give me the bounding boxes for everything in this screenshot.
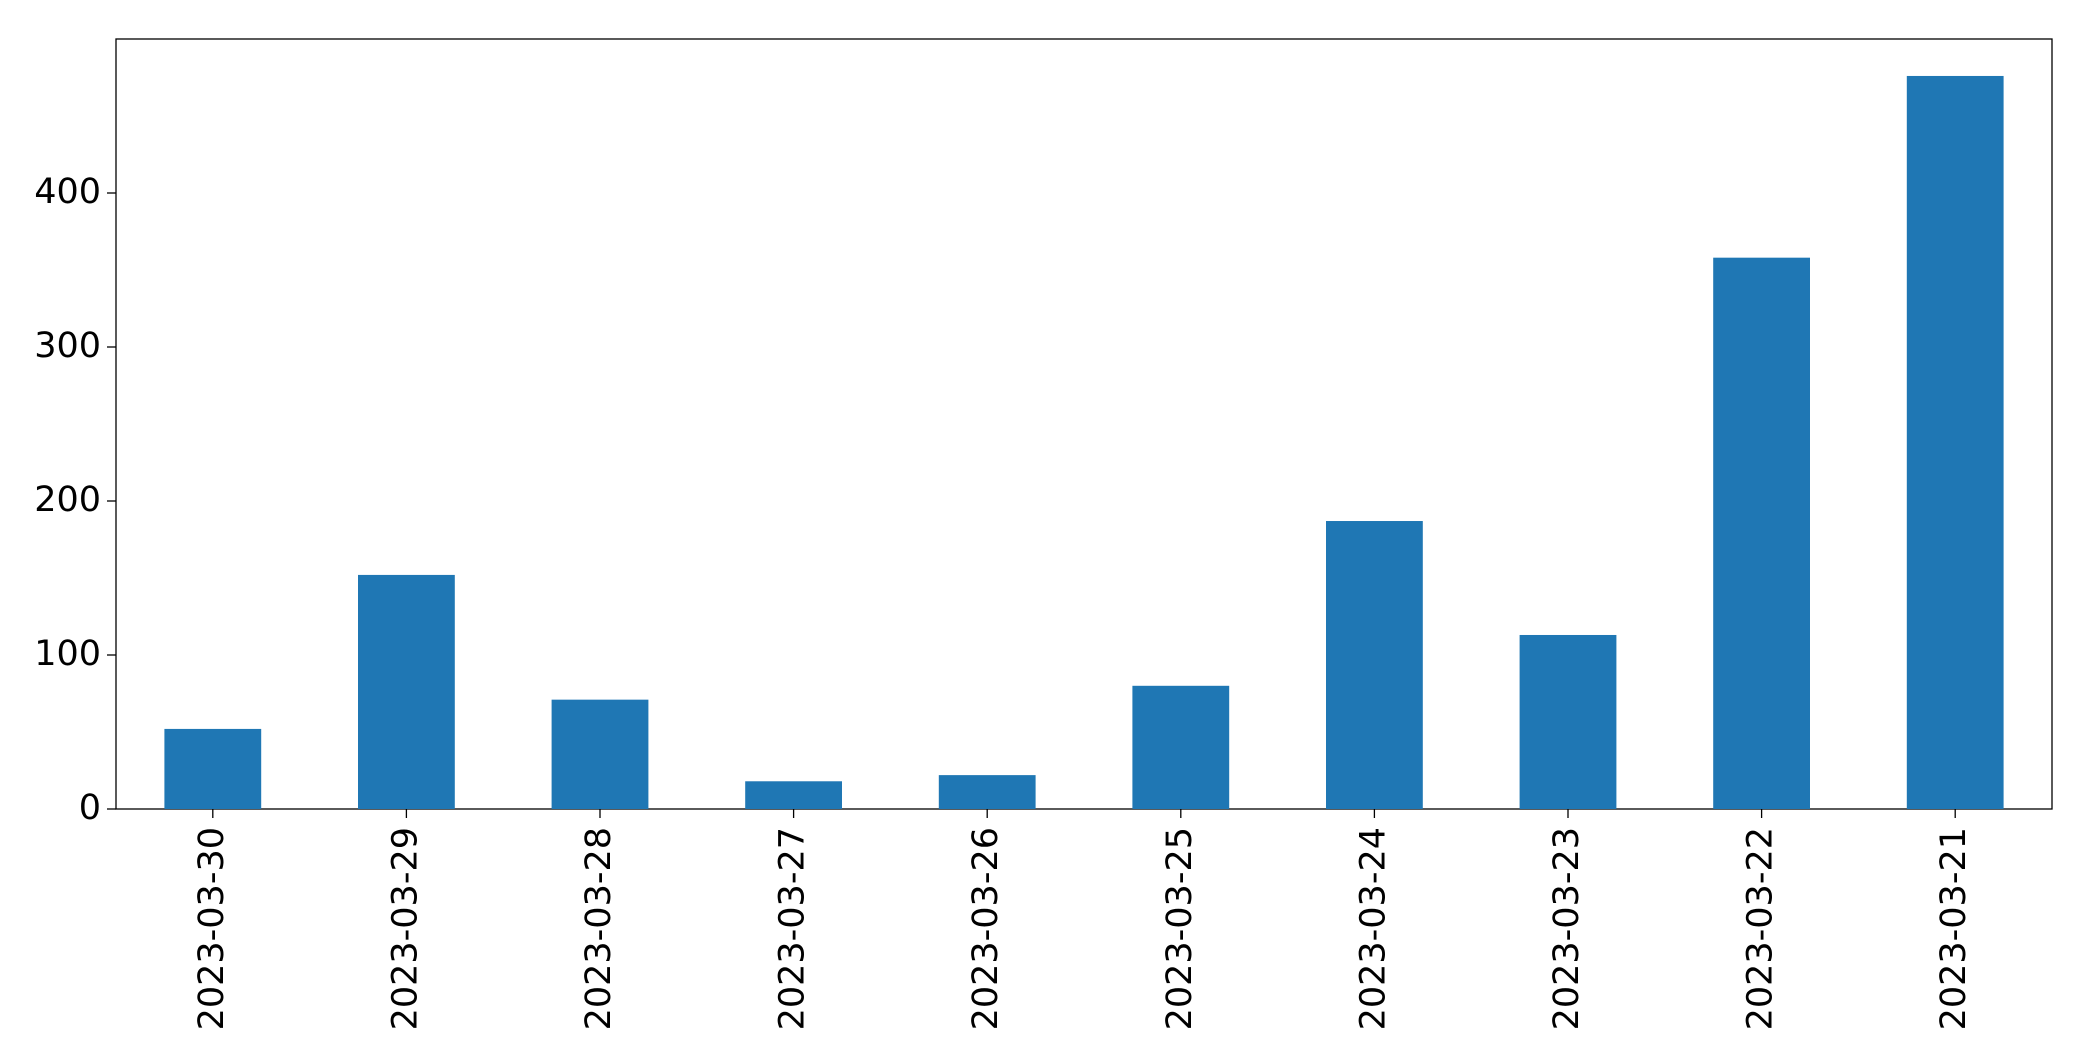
x-tick-label: 2023-03-29	[385, 827, 425, 1030]
y-tick-label: 0	[79, 788, 101, 828]
y-tick-label: 100	[34, 634, 101, 674]
x-tick-label: 2023-03-26	[966, 827, 1006, 1030]
x-tick-label: 2023-03-27	[773, 827, 813, 1030]
y-tick-label: 400	[34, 172, 101, 212]
x-tick-label: 2023-03-30	[192, 827, 232, 1030]
bar	[1713, 257, 1810, 809]
x-tick-label: 2023-03-23	[1547, 827, 1587, 1030]
plot-frame	[115, 38, 2053, 810]
bar	[938, 775, 1036, 809]
bar	[1326, 521, 1423, 809]
x-tick-label: 2023-03-21	[1934, 827, 1974, 1030]
bar	[1906, 75, 2004, 809]
bar	[551, 699, 649, 809]
bar	[745, 781, 842, 809]
bar	[1132, 685, 1230, 809]
y-tick-label: 300	[34, 326, 101, 366]
x-tick-label: 2023-03-25	[1160, 827, 1200, 1030]
x-tick-label: 2023-03-24	[1353, 827, 1393, 1030]
x-tick-label: 2023-03-22	[1741, 827, 1781, 1030]
bar	[1519, 634, 1617, 809]
bar	[358, 574, 455, 809]
x-tick-label: 2023-03-28	[579, 827, 619, 1030]
bar	[164, 728, 262, 809]
y-tick-label: 200	[34, 480, 101, 520]
